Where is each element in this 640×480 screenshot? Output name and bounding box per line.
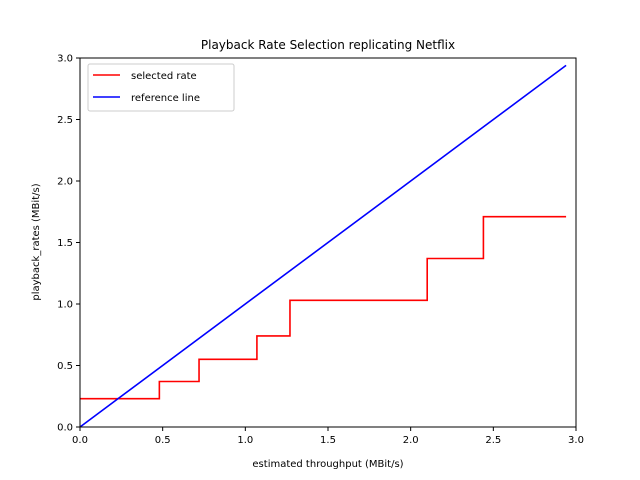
legend-label-reference-line: reference line [131, 93, 200, 104]
x-tick-label: 2.5 [485, 435, 501, 446]
x-axis-ticks: 0.0 0.5 1.0 1.5 2.0 2.5 3.0 [72, 427, 584, 446]
legend-box [87, 63, 235, 112]
y-axis-label: playback_rates (MBit/s) [31, 183, 42, 300]
y-tick-label: 1.0 [57, 300, 73, 311]
x-tick-label: 1.0 [237, 435, 253, 446]
series-group [79, 64, 567, 428]
x-tick-label: 2.0 [403, 435, 419, 446]
y-tick-label: 2.5 [57, 115, 73, 126]
x-tick-label: 1.5 [320, 435, 336, 446]
y-tick-label: 0.5 [57, 361, 73, 372]
y-tick-label: 0.0 [57, 423, 73, 434]
y-tick-label: 3.0 [57, 54, 73, 65]
y-axis-ticks: 0.0 0.5 1.0 1.5 2.0 2.5 3.0 [57, 54, 80, 434]
legend-label-selected-rate: selected rate [131, 71, 197, 82]
series-line-selected-rate [80, 215, 567, 400]
plot-frame [79, 57, 577, 428]
x-axis-label: estimated throughput (MBit/s) [252, 459, 403, 470]
chart-title: Playback Rate Selection replicating Netf… [201, 38, 455, 52]
x-tick-label: 0.0 [72, 435, 88, 446]
x-tick-label: 3.0 [568, 435, 584, 446]
x-tick-label: 0.5 [155, 435, 171, 446]
series-line-reference-line [79, 64, 567, 428]
legend: selected rate reference line [87, 63, 235, 112]
y-tick-label: 1.5 [57, 238, 73, 249]
y-tick-label: 2.0 [57, 177, 73, 188]
